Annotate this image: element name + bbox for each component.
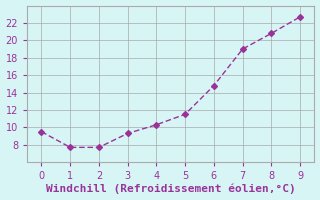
X-axis label: Windchill (Refroidissement éolien,°C): Windchill (Refroidissement éolien,°C) xyxy=(46,184,296,194)
